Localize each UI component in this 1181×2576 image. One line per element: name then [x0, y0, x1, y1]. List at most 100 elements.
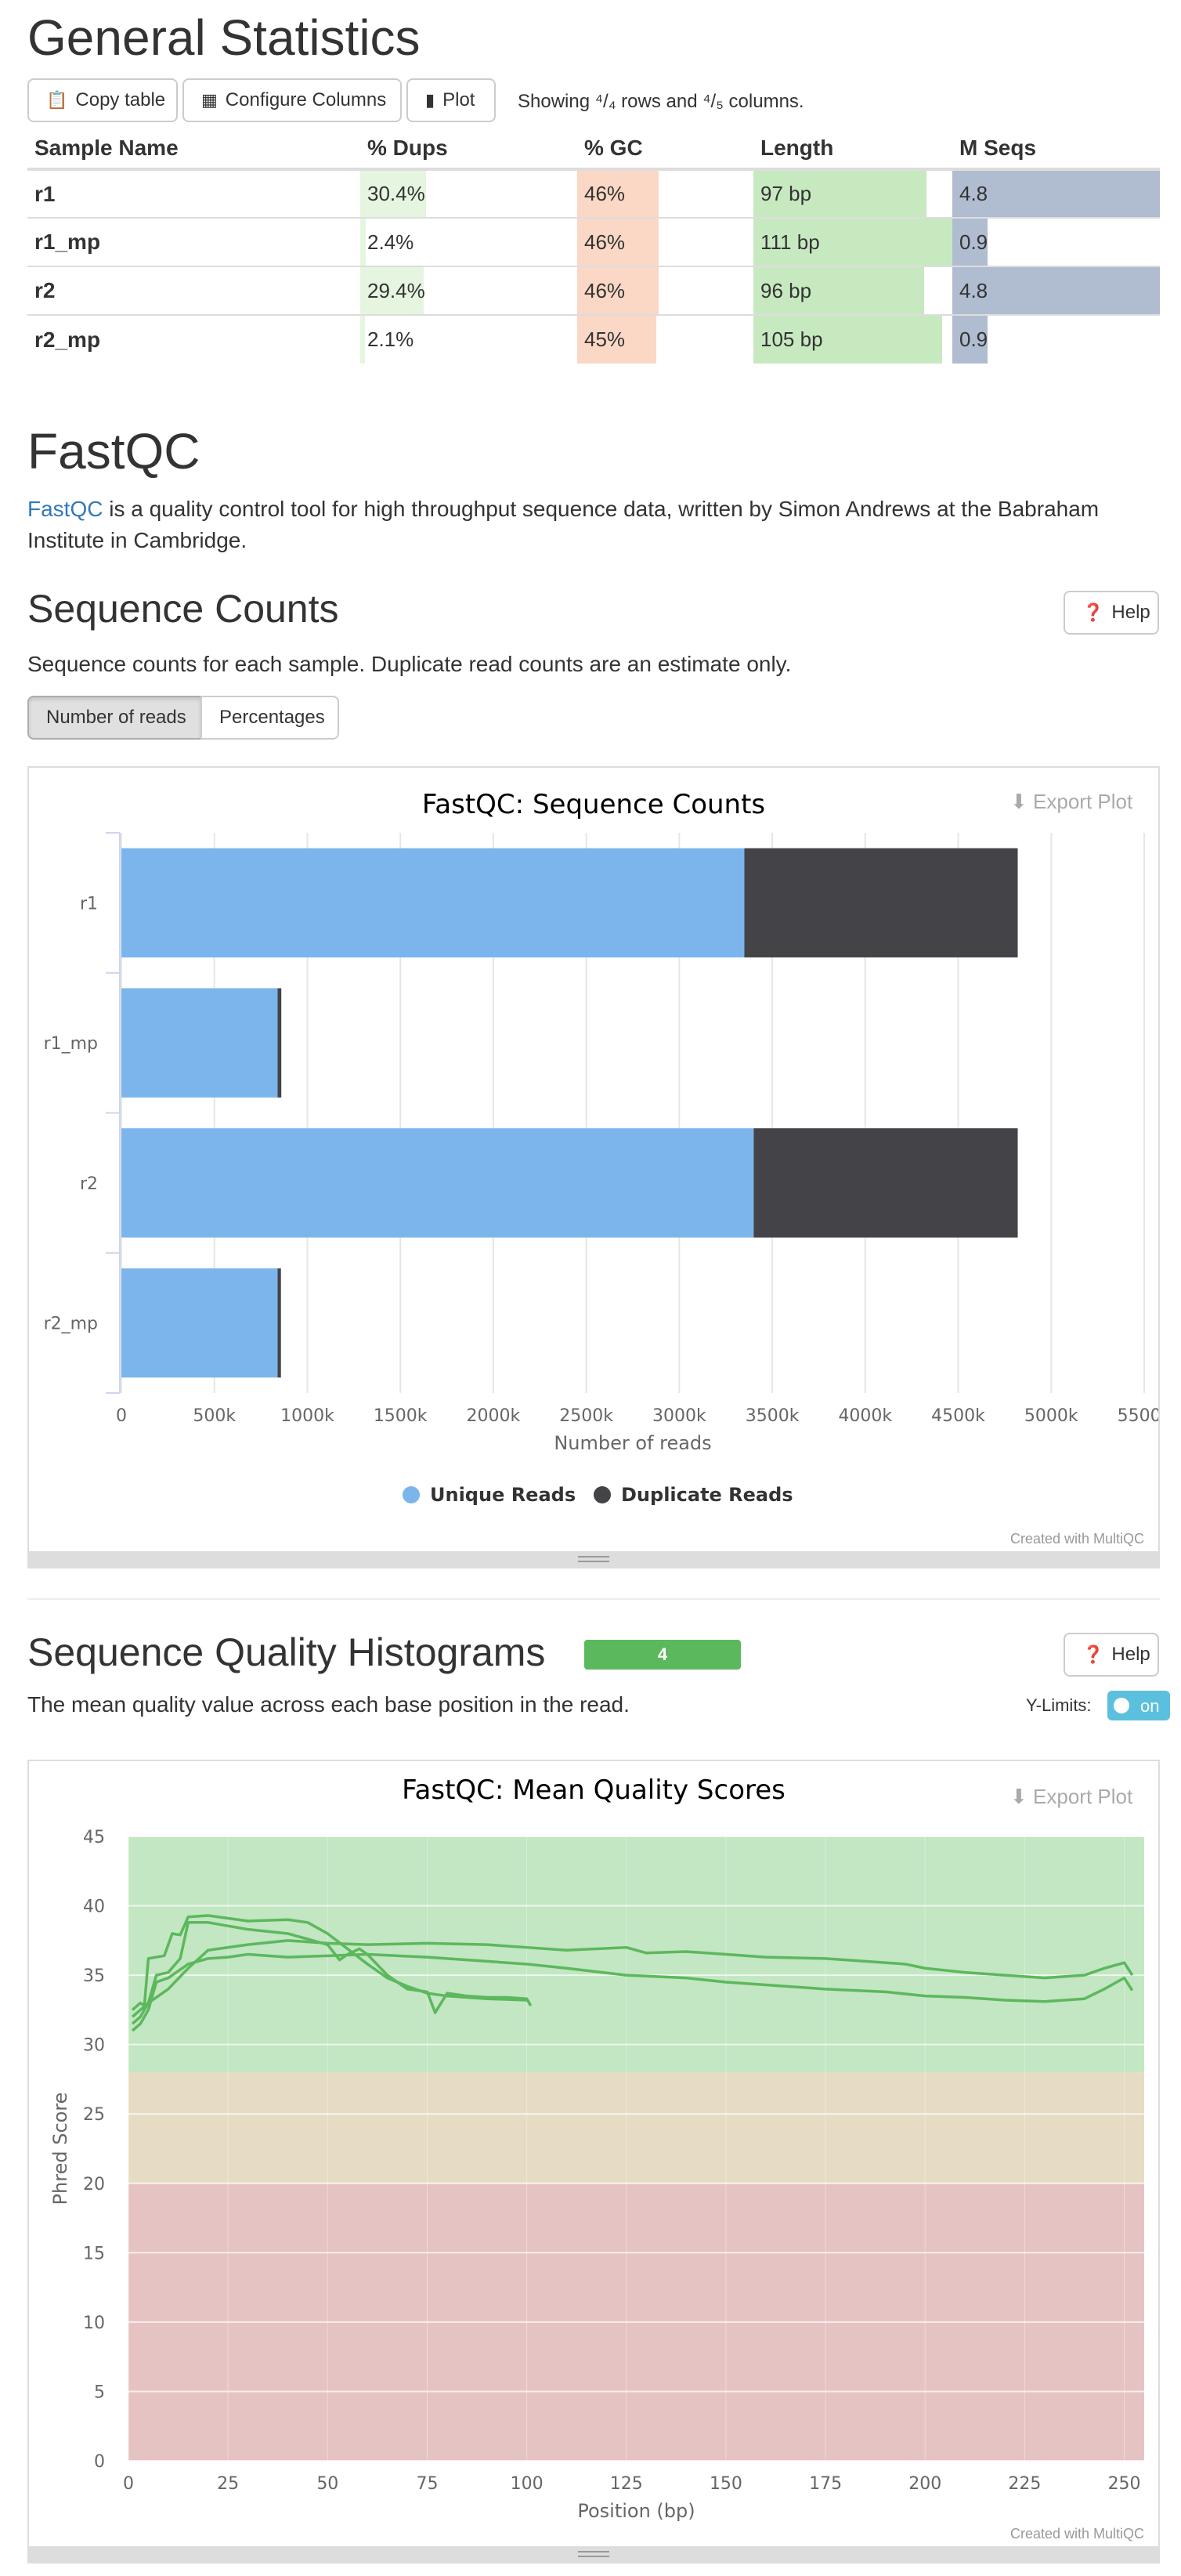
export-plot-label: Export Plot	[1033, 1785, 1133, 1808]
bar-unique-r2_mp[interactable]	[121, 1268, 278, 1378]
help-label: Help	[1111, 1644, 1150, 1665]
y-limits-toggle[interactable]: on	[1107, 1691, 1170, 1720]
bar-duplicate-r2_mp[interactable]	[277, 1268, 281, 1378]
table-row: r1_mp 2.4% 46% 111 bp 0.9	[27, 217, 1160, 266]
plot-label: Plot	[442, 89, 475, 110]
bar-duplicate-r2[interactable]	[753, 1128, 1018, 1238]
sequence-quality-description: The mean quality value across each base …	[27, 1692, 630, 1717]
legend-item[interactable]: Unique Reads	[430, 1484, 576, 1506]
bar-unique-r2[interactable]	[121, 1128, 754, 1238]
x-tick-label: 4000k	[838, 1406, 892, 1426]
sample-name-cell: r2_mp	[27, 314, 360, 364]
plot-button[interactable]: ▮ Plot	[406, 78, 496, 122]
length-bar	[753, 171, 926, 217]
x-tick-label: 3500k	[746, 1406, 800, 1426]
y-tick-label: 15	[83, 2244, 105, 2263]
x-tick-label: 2500k	[559, 1406, 613, 1426]
bar-unique-r1_mp[interactable]	[121, 988, 278, 1098]
mseqs-bar	[952, 219, 988, 266]
x-tick-label: 5500k	[1118, 1406, 1158, 1426]
number-of-reads-toggle[interactable]: Number of reads	[27, 696, 202, 740]
y-tick-label: 0	[94, 2452, 105, 2472]
bar-duplicate-r1[interactable]	[744, 848, 1018, 958]
fastqc-link[interactable]: FastQC	[27, 497, 103, 521]
mseqs-bar	[952, 316, 988, 364]
column-header-mseqs[interactable]: M Seqs	[952, 128, 1160, 171]
y-tick-label: r2	[80, 1174, 98, 1194]
y-tick-label: r1_mp	[44, 1034, 98, 1054]
sample-name-cell: r1	[27, 168, 360, 218]
y-tick-label: 5	[94, 2382, 105, 2402]
sequence-counts-help-button[interactable]: ❓ Help	[1064, 591, 1159, 635]
mseqs-cell: 0.9	[952, 217, 1160, 266]
download-icon: ⬇	[1010, 1785, 1028, 1808]
sequence-counts-chart: FastQC: Sequence Counts 0 500k 1000k 1500k 20…	[44, 789, 1158, 1506]
quality-band	[128, 1836, 1144, 2073]
length-bar	[753, 267, 925, 314]
x-tick-label: 150	[710, 2474, 742, 2494]
mseqs-bar	[952, 267, 1160, 314]
x-tick-label: 225	[1008, 2474, 1041, 2494]
section-divider	[27, 1598, 1160, 1600]
length-cell: 111 bp	[753, 217, 952, 266]
x-tick-label: 3000k	[652, 1406, 706, 1426]
length-cell: 96 bp	[753, 266, 952, 315]
quality-line-3[interactable]	[131, 1939, 1134, 2018]
export-plot-button[interactable]: ⬇ Export Plot	[1010, 1785, 1132, 1809]
dups-value: 2.1%	[367, 327, 414, 351]
sequence-counts-plot-panel: ⬇ Export Plot FastQC: Sequence Counts 0 50…	[27, 766, 1160, 1568]
y-limits-label: Y-Limits:	[1026, 1695, 1092, 1715]
legend-item[interactable]: Duplicate Reads	[621, 1484, 793, 1506]
sequence-quality-help-button[interactable]: ❓ Help	[1064, 1633, 1159, 1677]
plot-resize-handle[interactable]	[29, 1551, 1158, 1567]
dups-cell: 2.4%	[360, 217, 577, 266]
copy-table-button[interactable]: 📋 Copy table	[27, 78, 178, 122]
y-tick-label: 45	[83, 1828, 105, 1847]
quality-line-2[interactable]	[131, 1952, 1134, 2032]
question-circle-icon: ❓	[1082, 1644, 1104, 1664]
table-row: r2 29.4% 46% 96 bp 4.8	[27, 266, 1160, 315]
multiqc-credit: Created with MultiQC	[1010, 1531, 1145, 1547]
column-header-dups[interactable]: % Dups	[360, 128, 577, 171]
dups-cell: 30.4%	[360, 168, 577, 218]
gc-bar	[577, 316, 657, 364]
mseqs-value: 4.8	[959, 182, 988, 205]
mean-quality-chart: FastQC: Mean Quality Scores 0 5 10 15 20 25 30 3…	[49, 1775, 1144, 2522]
sequence-counts-description: Sequence counts for each sample. Duplica…	[27, 652, 792, 676]
gc-cell: 46%	[577, 266, 753, 315]
gc-value: 45%	[584, 327, 626, 351]
mseqs-cell: 4.8	[952, 168, 1160, 218]
fastqc-intro-text: is a quality control tool for high throu…	[27, 497, 1100, 552]
chart-title: FastQC: Mean Quality Scores	[402, 1775, 786, 1806]
x-tick-label: 5000k	[1024, 1406, 1078, 1426]
mseqs-bar	[952, 171, 1160, 217]
length-value: 96 bp	[760, 278, 812, 302]
x-tick-label: 500k	[193, 1406, 236, 1426]
percentages-toggle[interactable]: Percentages	[200, 696, 339, 740]
column-header-gc[interactable]: % GC	[577, 128, 753, 171]
export-plot-button[interactable]: ⬇ Export Plot	[1010, 790, 1132, 814]
bar-duplicate-r1_mp[interactable]	[277, 988, 282, 1098]
x-tick-label: 0	[116, 1406, 127, 1426]
dups-value: 30.4%	[367, 182, 425, 205]
dups-value: 2.4%	[367, 230, 414, 254]
y-tick-label: 20	[83, 2175, 105, 2194]
column-header-sample-name[interactable]: Sample Name	[27, 128, 360, 171]
x-tick-label: 25	[217, 2474, 239, 2494]
grid-icon: ▦	[201, 90, 218, 110]
mseqs-cell: 4.8	[952, 266, 1160, 315]
dups-bar	[360, 267, 424, 314]
quality-band	[128, 2072, 1144, 2183]
x-tick-label: 4500k	[931, 1406, 985, 1426]
quality-line-0[interactable]	[131, 1914, 527, 2011]
plot-resize-handle[interactable]	[29, 2546, 1158, 2562]
x-tick-label: 50	[316, 2474, 338, 2494]
length-value: 97 bp	[760, 182, 812, 205]
x-tick-label: 75	[416, 2474, 438, 2494]
configure-columns-button[interactable]: ▦ Configure Columns	[182, 78, 402, 122]
y-tick-label: 35	[83, 1966, 105, 1986]
column-header-length[interactable]: Length	[753, 128, 952, 171]
y-tick-label: 30	[83, 2036, 105, 2056]
x-axis-label: Position (bp)	[577, 2500, 695, 2522]
bar-unique-r1[interactable]	[121, 848, 745, 958]
